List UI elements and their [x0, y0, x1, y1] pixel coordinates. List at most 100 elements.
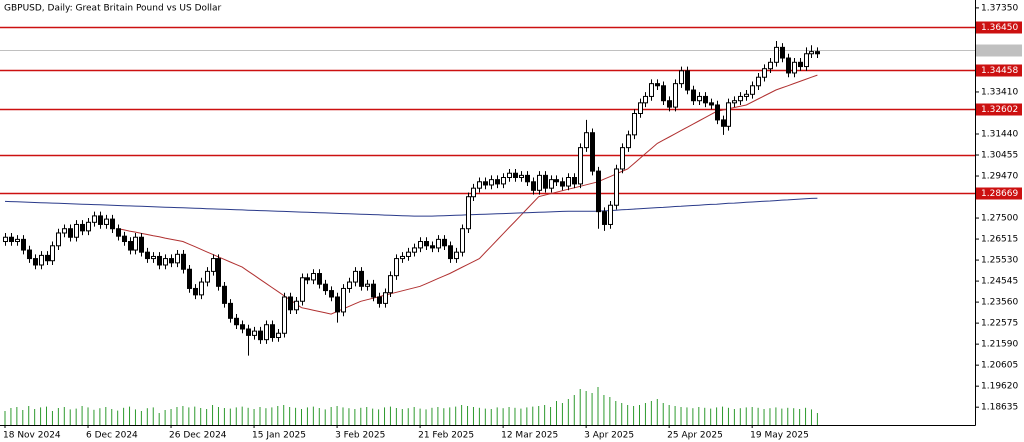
- candle-body: [554, 179, 559, 183]
- candle-body: [412, 247, 417, 253]
- candle-body: [667, 100, 672, 108]
- candle-body: [756, 76, 761, 87]
- level-label-box: [976, 64, 1022, 77]
- y-tick-label: 1.33410: [981, 87, 1018, 97]
- candle-body: [744, 93, 749, 97]
- candle-body: [33, 258, 38, 266]
- x-tick-label: 6 Dec 2024: [86, 431, 138, 441]
- candle-body: [157, 255, 162, 266]
- candle-body: [181, 253, 186, 270]
- candle-body: [193, 287, 198, 296]
- candle-body: [590, 132, 595, 172]
- candle-body: [543, 174, 548, 189]
- candle-body: [643, 95, 648, 104]
- candle-body: [815, 51, 820, 55]
- candle-body: [804, 53, 809, 68]
- candle-body: [632, 113, 637, 136]
- x-tick-label: 3 Apr 2025: [584, 431, 634, 441]
- candle-body: [175, 253, 180, 264]
- candle-body: [353, 270, 358, 283]
- candle-body: [537, 174, 542, 191]
- y-tick-label: 1.25530: [981, 256, 1018, 266]
- y-tick-label: 1.21590: [981, 340, 1018, 350]
- candle-body: [56, 232, 61, 247]
- candle-body: [685, 70, 690, 91]
- x-tick-label: 19 May 2025: [750, 431, 809, 441]
- candle-body: [98, 215, 103, 225]
- candle-body: [234, 317, 239, 326]
- candle-body: [282, 296, 287, 334]
- candle-body: [311, 273, 316, 281]
- candle-body: [608, 204, 613, 225]
- candle-body: [679, 70, 684, 85]
- candle-body: [436, 238, 441, 249]
- candle-body: [169, 258, 174, 264]
- candle-body: [300, 277, 305, 302]
- candle-body: [578, 147, 583, 185]
- candle-body: [305, 277, 310, 281]
- candle-body: [145, 251, 150, 260]
- candle-body: [809, 51, 814, 55]
- candle-body: [471, 187, 476, 198]
- candle-body: [80, 223, 85, 232]
- level-label: 1.32602: [981, 105, 1018, 115]
- candle-body: [222, 285, 227, 304]
- y-tick-label: 1.20605: [981, 361, 1018, 371]
- candle-body: [501, 177, 506, 185]
- candle-body: [584, 132, 589, 149]
- candle-body: [602, 211, 607, 225]
- level-label: 1.36450: [981, 23, 1018, 33]
- candle-body: [774, 46, 779, 63]
- candle-body: [525, 174, 530, 183]
- candle-body: [430, 245, 435, 249]
- candle-body: [187, 268, 192, 289]
- candle-body: [317, 273, 322, 285]
- candle-body: [649, 83, 654, 97]
- candle-body: [228, 302, 233, 319]
- candle-body: [359, 270, 364, 287]
- y-tick-label: 1.19620: [981, 382, 1018, 392]
- candle-body: [3, 236, 8, 243]
- candle-body: [240, 324, 245, 330]
- candle-body: [9, 236, 14, 243]
- candle-body: [21, 238, 26, 251]
- candle-body: [133, 236, 138, 251]
- candle-body: [792, 61, 797, 74]
- candle-body: [762, 68, 767, 78]
- candle-body: [566, 177, 571, 187]
- candle-body: [418, 241, 423, 249]
- candle-body: [406, 251, 411, 257]
- y-tick-label: 1.30455: [981, 151, 1018, 161]
- candle-body: [483, 181, 488, 186]
- candle-body: [128, 241, 133, 251]
- moving-average: [4, 197, 818, 217]
- candle-body: [383, 292, 388, 304]
- candle-body: [122, 235, 127, 243]
- x-tick-label: 26 Dec 2024: [169, 431, 227, 441]
- y-tick-label: 1.18635: [981, 403, 1018, 413]
- candle-body: [39, 254, 44, 266]
- candle-body: [163, 258, 168, 266]
- y-tick-label: 1.24545: [981, 277, 1018, 287]
- candle-body: [116, 228, 121, 237]
- y-tick-label: 1.37350: [981, 3, 1018, 13]
- level-label-box: [976, 103, 1022, 116]
- candle-body: [15, 238, 20, 243]
- candle-body: [252, 330, 257, 336]
- candle-body: [388, 275, 393, 294]
- candle-body: [596, 170, 601, 213]
- candle-body: [691, 89, 696, 102]
- candle-body: [216, 258, 221, 287]
- candle-body: [294, 300, 299, 311]
- candle-body: [495, 179, 500, 185]
- y-tick-label: 1.27500: [981, 214, 1018, 224]
- y-tick-label: 1.29470: [981, 172, 1018, 182]
- candle-body: [341, 287, 346, 313]
- candle-body: [477, 181, 482, 189]
- candle-body: [110, 218, 115, 230]
- candle-body: [276, 332, 281, 339]
- x-tick-label: 12 Mar 2025: [501, 431, 558, 441]
- candle-body: [68, 228, 73, 238]
- candle-body: [211, 258, 216, 272]
